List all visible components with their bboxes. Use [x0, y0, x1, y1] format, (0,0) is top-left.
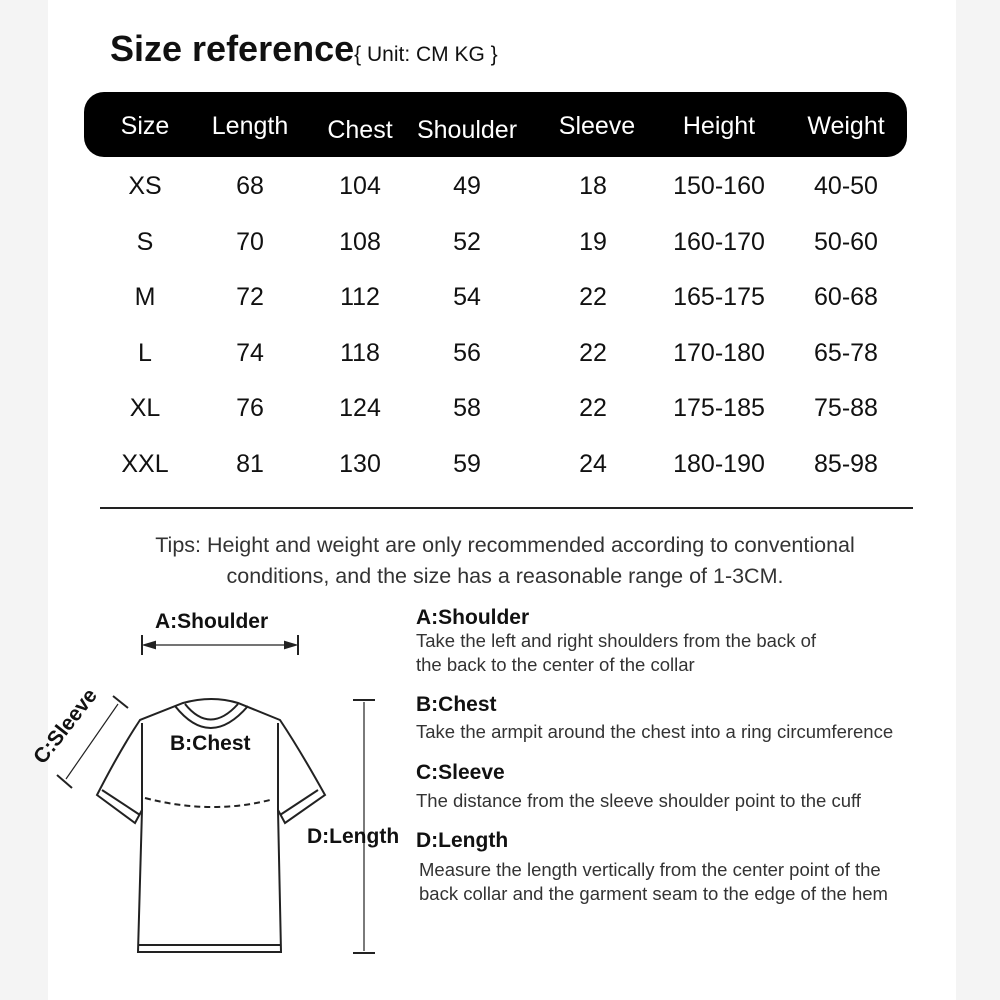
- length-arrow: [353, 699, 375, 954]
- def-text-length: Measure the length vertically from the c…: [419, 858, 888, 906]
- table-cell: 118: [340, 338, 380, 367]
- table-cell: XL: [129, 394, 161, 423]
- table-cell: 22: [579, 283, 607, 312]
- def-line: the back to the center of the collar: [416, 654, 695, 675]
- table-cell: 22: [579, 338, 607, 367]
- column-header: Size: [120, 112, 170, 140]
- table-cell: 19: [579, 227, 607, 256]
- def-line: Take the left and right shoulders from t…: [416, 630, 817, 651]
- table-cell: 65-78: [814, 338, 878, 367]
- def-term-sleeve: C:Sleeve: [416, 761, 505, 784]
- table-cell: 75-88: [814, 394, 878, 423]
- table-cell: 50-60: [814, 227, 878, 256]
- table-cell: 130: [339, 450, 381, 478]
- table-cell: 56: [453, 338, 481, 367]
- tshirt-diagram: [56, 635, 375, 954]
- table-cell: 81: [236, 450, 264, 478]
- def-term-shoulder: A:Shoulder: [416, 606, 530, 629]
- page-title: Size reference{ Unit: CM KG }: [110, 28, 498, 70]
- unit-label: { Unit: CM KG }: [354, 43, 498, 66]
- table-cell: 52: [453, 227, 481, 256]
- table-cell: XS: [128, 172, 162, 200]
- table-cell: 165-175: [673, 283, 765, 312]
- table-cell: 72: [236, 283, 264, 312]
- table-header: Size Length Chest Shoulder Sleeve Height Weigh…: [84, 92, 907, 157]
- table-cell: 49: [453, 172, 481, 200]
- title-text: Size reference: [110, 28, 355, 69]
- def-line: Measure the length vertically from the c…: [419, 859, 881, 880]
- def-line: back collar and the garment seam to the …: [419, 883, 888, 904]
- table-cell: 85-98: [814, 450, 878, 478]
- size-chart-card: [48, 0, 956, 1000]
- table-cell: 175-185: [673, 394, 765, 423]
- table-cell: 18: [579, 172, 607, 200]
- table-cell: 24: [579, 450, 607, 478]
- def-text-chest: Take the armpit around the chest into a …: [416, 721, 894, 742]
- def-term-chest: B:Chest: [416, 693, 497, 716]
- table-cell: XXL: [121, 450, 169, 478]
- tips-line: Tips: Height and weight are only recomme…: [155, 533, 855, 557]
- def-text-shoulder: Take the left and right shoulders from t…: [416, 629, 816, 677]
- table-cell: 76: [236, 394, 264, 423]
- table-cell: 104: [339, 172, 381, 200]
- table-cell: 170-180: [673, 338, 765, 367]
- table-cell: 108: [339, 227, 381, 256]
- chest-label: B:Chest: [170, 732, 251, 755]
- table-cell: 68: [236, 172, 264, 200]
- shoulder-label: A:Shoulder: [155, 610, 269, 633]
- table-cell: 180-190: [673, 450, 765, 478]
- def-text-sleeve: The distance from the sleeve shoulder po…: [416, 790, 861, 811]
- table-cell: 112: [340, 283, 380, 312]
- def-term-length: D:Length: [416, 829, 509, 852]
- table-cell: 22: [579, 394, 607, 423]
- table-cell: 40-50: [814, 172, 878, 200]
- divider: [100, 507, 913, 509]
- column-header: Sleeve: [558, 112, 636, 140]
- table-cell: 60-68: [814, 283, 878, 312]
- shoulder-arrow: [141, 635, 299, 655]
- table-cell: S: [136, 227, 154, 256]
- table-cell: 70: [236, 227, 264, 256]
- table-cell: 59: [453, 450, 481, 478]
- column-header: Chest: [327, 116, 393, 144]
- tips-text: Tips: Height and weight are only recomme…: [100, 530, 910, 592]
- table-cell: 74: [236, 338, 264, 367]
- table-cell: 150-160: [673, 172, 765, 200]
- table-cell: 160-170: [673, 227, 765, 256]
- tshirt-outline-icon: [95, 698, 327, 953]
- column-header: Length: [211, 112, 289, 140]
- sleeve-arrow: [56, 695, 129, 789]
- tips-line: conditions, and the size has a reasonabl…: [226, 564, 784, 588]
- length-label: D:Length: [307, 825, 400, 848]
- table-cell: L: [138, 338, 152, 367]
- column-header: Weight: [807, 112, 885, 140]
- column-header: Shoulder: [416, 116, 518, 144]
- column-header: Height: [682, 112, 756, 140]
- table-cell: M: [134, 283, 156, 312]
- table-cell: 124: [339, 394, 381, 423]
- table-cell: 58: [453, 394, 481, 423]
- table-cell: 54: [453, 283, 481, 312]
